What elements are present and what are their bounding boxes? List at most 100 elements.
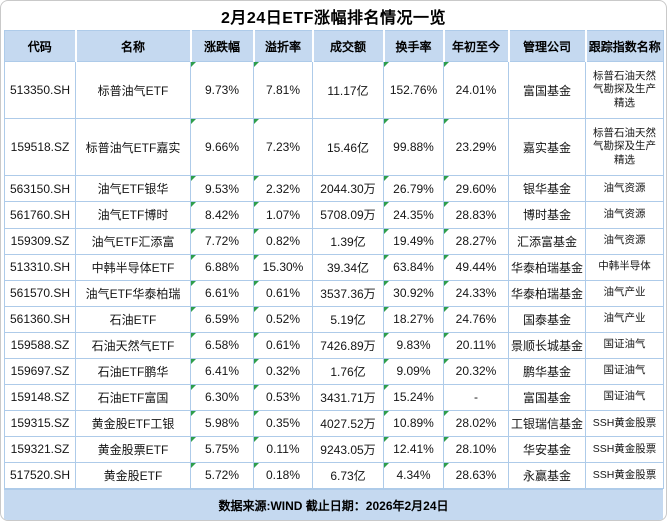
stored-as-text-flag-icon	[384, 385, 389, 390]
stored-as-text-flag-icon	[254, 62, 259, 67]
column-header-manager: 管理公司	[507, 30, 586, 62]
cell-index-name: 国证油气	[585, 331, 664, 359]
cell-premium-pct: 15.30%	[253, 253, 313, 281]
cell-turnover: 5708.09万	[312, 201, 384, 229]
table-row: 159518.SZ 标普油气ETF嘉实 9.66% 7.23% 15.46亿 99.88%…	[4, 118, 664, 177]
stored-as-text-flag-icon	[384, 229, 389, 234]
cell-turnover: 7426.89万	[312, 331, 384, 359]
cell-change-pct: 5.98%	[190, 409, 254, 437]
cell-manager: 汇添富基金	[508, 227, 586, 255]
stored-as-text-flag-icon	[191, 307, 196, 312]
cell-turnover-rate: 152.76%	[383, 60, 444, 120]
cell-manager: 富国基金	[508, 383, 586, 411]
cell-premium-pct: 0.53%	[253, 383, 313, 411]
table-row: 159315.SZ 黄金股ETF工银 5.98% 0.35% 4027.52万 10.89…	[4, 409, 664, 437]
etf-table-container: 代码 名称 涨跌幅 溢折率 成交额 换手率 年初至今 管理公司 跟踪指数名称 513350.SH…	[4, 30, 664, 490]
cell-ytd: -	[443, 383, 509, 411]
cell-manager: 工银瑞信基金	[508, 409, 586, 437]
stored-as-text-flag-icon	[384, 281, 389, 286]
data-source-note: 数据来源:WIND 截止日期：2026年2月24日	[4, 489, 663, 520]
cell-index-name: SSH黄金股票	[585, 409, 664, 437]
column-header-premium-pct: 溢折率	[252, 30, 313, 62]
stored-as-text-flag-icon	[254, 333, 259, 338]
stored-as-text-flag-icon	[384, 463, 389, 468]
stored-as-text-flag-icon	[191, 463, 196, 468]
cell-name: 油气ETF博时	[75, 201, 191, 229]
table-row: 563150.SH 油气ETF银华 9.53% 2.32% 2044.30万 26.79%…	[4, 175, 664, 203]
cell-name: 石油天然气ETF	[75, 331, 191, 359]
stored-as-text-flag-icon	[444, 437, 449, 442]
cell-turnover: 9243.05万	[312, 435, 384, 463]
cell-index-name: 国证油气	[585, 383, 664, 411]
cell-turnover: 39.34亿	[312, 253, 384, 281]
cell-premium-pct: 2.32%	[253, 175, 313, 203]
cell-ytd: 24.33%	[443, 279, 509, 307]
cell-index-name: 油气资源	[585, 227, 664, 255]
stored-as-text-flag-icon	[254, 229, 259, 234]
cell-manager: 华泰柏瑞基金	[508, 253, 586, 281]
cell-ytd: 23.29%	[443, 118, 509, 177]
column-header-turnover: 成交额	[311, 30, 384, 62]
stored-as-text-flag-icon	[384, 255, 389, 260]
stored-as-text-flag-icon	[384, 437, 389, 442]
stored-as-text-flag-icon	[254, 385, 259, 390]
table-body: 513350.SH 标普油气ETF 9.73% 7.81% 11.17亿 152.76% 2…	[4, 60, 664, 490]
cell-code: 517520.SH	[4, 461, 76, 490]
stored-as-text-flag-icon	[254, 411, 259, 416]
cell-manager: 华泰柏瑞基金	[508, 279, 586, 307]
cell-manager: 鹏华基金	[508, 357, 586, 385]
stored-as-text-flag-icon	[444, 119, 449, 125]
cell-index-name: SSH黄金股票	[585, 435, 664, 463]
stored-as-text-flag-icon	[444, 411, 449, 416]
cell-name: 油气ETF汇添富	[75, 227, 191, 255]
column-header-change-pct: 涨跌幅	[189, 30, 254, 62]
cell-change-pct: 9.66%	[190, 118, 254, 177]
cell-index-name: 中韩半导体	[585, 253, 664, 281]
stored-as-text-flag-icon	[384, 119, 389, 125]
cell-code: 159148.SZ	[4, 383, 76, 411]
cell-name: 石油ETF鹏华	[75, 357, 191, 385]
cell-change-pct: 9.53%	[190, 175, 254, 203]
stored-as-text-flag-icon	[254, 119, 259, 125]
stored-as-text-flag-icon	[191, 385, 196, 390]
cell-turnover: 6.73亿	[312, 461, 384, 490]
cell-name: 黄金股ETF工银	[75, 409, 191, 437]
stored-as-text-flag-icon	[191, 255, 196, 260]
cell-premium-pct: 0.18%	[253, 461, 313, 490]
table-row: 561360.SH 石油ETF 6.59% 0.52% 5.19亿 18.27% 24.76…	[4, 305, 664, 333]
cell-code: 561760.SH	[4, 201, 76, 229]
stored-as-text-flag-icon	[444, 202, 449, 208]
stored-as-text-flag-icon	[191, 176, 196, 182]
column-header-turnover-rate: 换手率	[382, 30, 444, 62]
cell-ytd: 24.01%	[443, 60, 509, 120]
column-header-code: 代码	[4, 30, 76, 62]
column-header-index-name: 跟踪指数名称	[584, 30, 664, 62]
cell-code: 159697.SZ	[4, 357, 76, 385]
stored-as-text-flag-icon	[444, 62, 449, 67]
cell-manager: 华安基金	[508, 435, 586, 463]
page-title: 2月24日ETF涨幅排名情况一览	[221, 9, 446, 27]
cell-change-pct: 6.61%	[190, 279, 254, 307]
cell-ytd: 20.32%	[443, 357, 509, 385]
stored-as-text-flag-icon	[191, 359, 196, 364]
cell-name: 黄金股ETF	[75, 461, 191, 490]
cell-code: 159518.SZ	[4, 118, 76, 177]
cell-name: 标普油气ETF嘉实	[75, 118, 191, 177]
cell-index-name: 标普石油天然气勘探及生产精选	[585, 60, 664, 120]
cell-index-name: 油气产业	[585, 279, 664, 307]
stored-as-text-flag-icon	[384, 411, 389, 416]
stored-as-text-flag-icon	[444, 333, 449, 338]
cell-turnover-rate: 4.34%	[383, 461, 444, 490]
column-header-ytd: 年初至今	[442, 30, 509, 62]
cell-change-pct: 5.75%	[190, 435, 254, 463]
cell-ytd: 20.11%	[443, 331, 509, 359]
stored-as-text-flag-icon	[254, 359, 259, 364]
cell-turnover: 3431.71万	[312, 383, 384, 411]
cell-turnover-rate: 30.92%	[383, 279, 444, 307]
cell-turnover: 5.19亿	[312, 305, 384, 333]
cell-index-name: 油气产业	[585, 305, 664, 333]
cell-turnover: 15.46亿	[312, 118, 384, 177]
stored-as-text-flag-icon	[254, 437, 259, 442]
cell-code: 159588.SZ	[4, 331, 76, 359]
